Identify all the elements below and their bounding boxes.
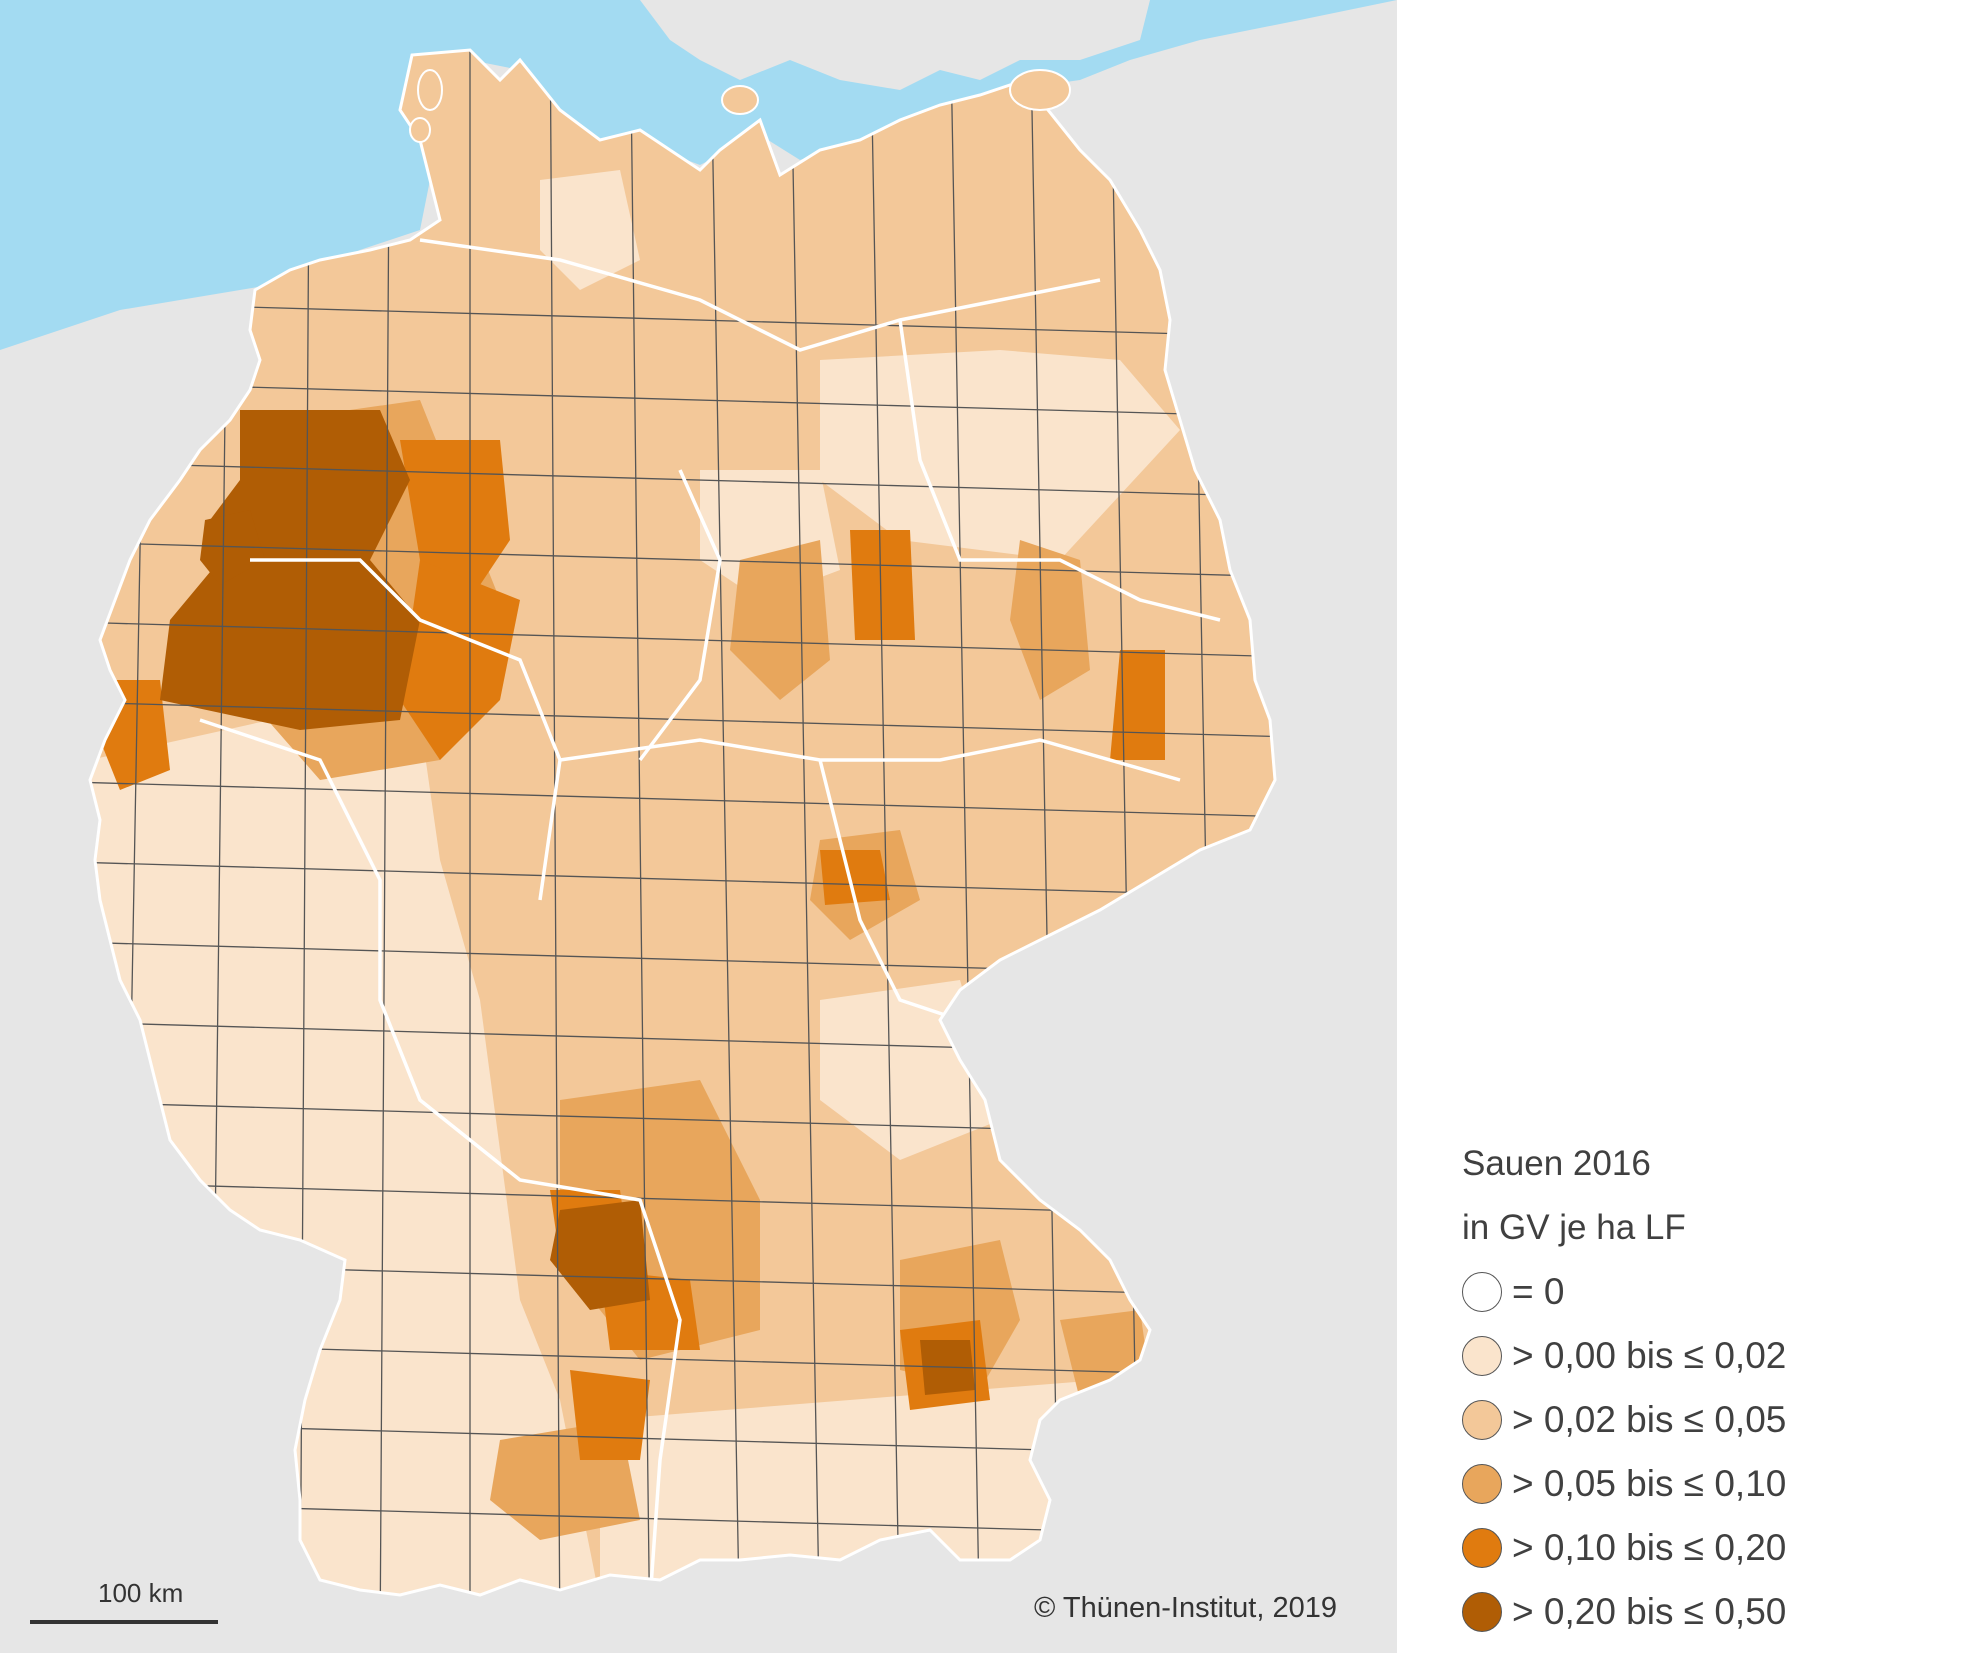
legend-item-class-2: > 0,02 bis ≤ 0,05 [1462,1388,1942,1452]
legend-swatch [1462,1400,1502,1440]
legend-item-zero: = 0 [1462,1260,1942,1324]
legend-subtitle: in GV je ha LF [1462,1208,1686,1247]
legend-item-class-5: > 0,20 bis ≤ 0,50 [1462,1580,1942,1644]
district-borders [90,50,1275,1595]
scale-bar-label: 100 km [98,1578,184,1608]
scale-bar-line [30,1620,218,1624]
legend-swatch [1462,1336,1502,1376]
germany-choropleth-map [0,0,1397,1653]
legend-swatch [1462,1592,1502,1632]
legend-label: > 0,00 bis ≤ 0,02 [1512,1335,1787,1376]
copyright-notice: © Thünen-Institut, 2019 [1034,1592,1337,1624]
legend-swatch [1462,1464,1502,1504]
legend-label: > 0,02 bis ≤ 0,05 [1512,1399,1787,1440]
north-sea-islands [409,69,1071,143]
legend-label: = 0 [1512,1271,1565,1312]
denmark-land [640,0,1150,90]
legend-item-class-4: > 0,10 bis ≤ 0,20 [1462,1516,1942,1580]
legend-item-class-1: > 0,00 bis ≤ 0,02 [1462,1324,1942,1388]
germany-outline [88,48,1277,1597]
legend: Sauen 2016 in GV je ha LF = 0 > 0,00 bis… [1462,1132,1942,1644]
legend-swatch [1462,1528,1502,1568]
legend-item-class-3: > 0,05 bis ≤ 0,10 [1462,1452,1942,1516]
legend-label: > 0,10 bis ≤ 0,20 [1512,1527,1787,1568]
state-borders [199,238,1221,1595]
frisian-coast [0,300,250,410]
legend-label: > 0,20 bis ≤ 0,50 [1512,1591,1787,1632]
scale-bar: 100 km [30,1578,220,1628]
legend-swatch [1462,1272,1502,1312]
legend-title: Sauen 2016 [1462,1144,1651,1183]
legend-label: > 0,05 bis ≤ 0,10 [1512,1463,1787,1504]
